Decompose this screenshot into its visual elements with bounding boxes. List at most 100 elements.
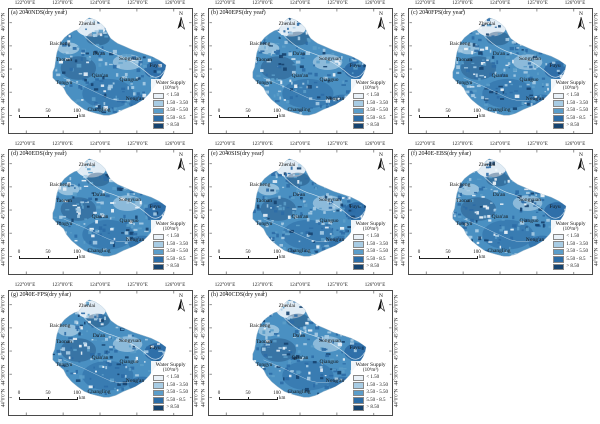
lon-tick-label: 125°0'0"E	[527, 1, 548, 6]
scale-number: 0	[17, 250, 21, 255]
scale-tick	[277, 115, 278, 118]
lat-tick-label: 44°0'0"N	[201, 388, 206, 408]
scale-number: 50	[45, 109, 51, 114]
lat-tick-label: 46°0'0"N	[401, 153, 406, 173]
legend-entry: 3.50 - 5.50	[353, 248, 388, 255]
scale-line	[219, 117, 277, 118]
legend-class-label: < 1.50	[366, 375, 380, 381]
legend-swatch	[553, 248, 565, 255]
scale-tick	[19, 115, 20, 118]
legend-entry: < 1.50	[153, 233, 188, 240]
legend-class-label: < 1.50	[166, 93, 180, 99]
city-label: Fuyu	[549, 204, 561, 210]
scale-line	[219, 399, 277, 400]
legend-unit: (10⁶m³)	[562, 85, 579, 91]
lat-tick-label: 44°30'0"N	[1, 222, 6, 245]
legend-swatch	[353, 256, 365, 263]
scale-number: 100	[73, 109, 81, 114]
lon-tick-label: 123°0'0"E	[252, 1, 273, 6]
city-label: Qianguo	[519, 77, 539, 83]
legend-entry: > 8.50	[153, 263, 188, 270]
lat-tick-label: 45°30'0"N	[194, 34, 199, 57]
panel-title: (c) 2040FPS(dry year)	[411, 10, 465, 16]
scale-unit: km	[279, 396, 286, 401]
legend-swatch	[553, 256, 565, 263]
legend-class-label: 1.50 - 3.50	[366, 100, 388, 106]
city-label: Qianguo	[319, 77, 339, 83]
map-frame: (e) 2040SIS(dry year) Zhenlai Baicheng Da'…	[208, 149, 393, 275]
legend-unit: (10⁶m³)	[562, 226, 579, 232]
lat-tick-label: 44°30'0"N	[401, 222, 406, 245]
legend-entry: 5.50 - 8.5	[553, 115, 588, 122]
scale-tick	[77, 256, 78, 259]
region-map	[409, 150, 592, 274]
lat-tick-label: 44°0'0"N	[401, 247, 406, 267]
lat-tick-label: 46°0'0"N	[194, 12, 199, 32]
city-label: Qian'an	[91, 214, 109, 220]
scale-tick	[77, 115, 78, 118]
city-label: Fuyu	[149, 345, 161, 351]
lat-tick-label: 44°30'0"N	[201, 81, 206, 104]
city-label: Da'an	[92, 333, 106, 339]
lat-tick-label: 45°0'0"N	[594, 200, 599, 220]
lon-tick-label: 123°0'0"E	[52, 142, 73, 147]
map-panel-g: (g) 2040E-FPS(dry year) Zhenlai Baicheng D…	[0, 282, 200, 423]
city-label: Qianguo	[119, 359, 139, 365]
lat-tick-label: 44°30'0"N	[1, 363, 6, 386]
legend-swatch	[153, 248, 165, 255]
legend-class-label: 1.50 - 3.50	[366, 382, 388, 388]
legend-swatch	[353, 382, 365, 389]
legend-class-label: 3.50 - 5.50	[166, 390, 188, 396]
lat-tick-label: 44°30'0"N	[194, 363, 199, 386]
lat-tick-label: 45°30'0"N	[1, 316, 6, 339]
city-label: Nong'an	[125, 237, 145, 243]
panel-title: (b) 2040EPS(dry year)	[211, 10, 266, 16]
legend-swatch	[353, 233, 365, 240]
legend-swatch	[353, 115, 365, 122]
legend-title: Water Supply	[555, 220, 586, 227]
scale-number: 0	[217, 250, 221, 255]
lon-tick-label: 126°0'0"E	[364, 1, 386, 6]
map-frame: (h) 2040CDS(dry year) Zhenlai Baicheng Da'…	[208, 290, 393, 416]
lat-tick-label: 44°0'0"N	[394, 388, 399, 408]
north-arrow-icon	[577, 157, 586, 171]
north-arrow-label: N	[179, 293, 183, 299]
north-arrow-label: N	[179, 152, 183, 158]
north-arrow: N	[576, 11, 586, 35]
lat-tick-label: 45°30'0"N	[394, 34, 399, 57]
lon-tick-label: 123°0'0"E	[52, 1, 73, 6]
legend-swatch	[553, 263, 565, 270]
city-label: Qianguo	[119, 218, 139, 224]
scale-line	[19, 117, 77, 118]
legend-title: Water Supply	[355, 220, 386, 227]
lat-tick-label: 44°0'0"N	[194, 106, 199, 126]
city-label: Qian'an	[291, 355, 309, 361]
lat-tick-label: 46°0'0"N	[1, 294, 6, 314]
scale-unit: km	[79, 114, 86, 119]
scale-number: 100	[473, 250, 481, 255]
legend-entry: 5.50 - 8.5	[353, 256, 388, 263]
legend-entry: 1.50 - 3.50	[153, 241, 188, 248]
scale-tick	[248, 397, 249, 400]
scale-line	[219, 258, 277, 259]
city-label: Songyuan	[119, 338, 141, 344]
city-label: Songyuan	[319, 197, 341, 203]
legend-swatch	[353, 374, 365, 381]
lat-tick-label: 45°0'0"N	[401, 59, 406, 79]
city-label: Changling	[87, 107, 111, 113]
north-arrow-icon	[377, 298, 386, 312]
north-arrow: N	[576, 152, 586, 176]
legend-class-label: < 1.50	[366, 234, 380, 240]
city-label: Qian'an	[491, 214, 509, 220]
lat-tick-label: 44°30'0"N	[394, 222, 399, 245]
legend-entry: 1.50 - 3.50	[553, 241, 588, 248]
legend-class-label: 1.50 - 3.50	[166, 382, 188, 388]
legend-unit: (10⁶m³)	[362, 367, 379, 373]
legend-class-label: 5.50 - 8.5	[366, 256, 386, 262]
lat-tick-label: 44°0'0"N	[1, 106, 6, 126]
map-frame: (f) 2040E-EBS(dry year) Zhenlai Baicheng D…	[408, 149, 593, 275]
map-panel-e: (e) 2040SIS(dry year) Zhenlai Baicheng Da'…	[200, 141, 400, 282]
city-label: Zhenlai	[278, 303, 296, 309]
legend-entry: 5.50 - 8.5	[553, 256, 588, 263]
city-label: Da'an	[92, 192, 106, 198]
